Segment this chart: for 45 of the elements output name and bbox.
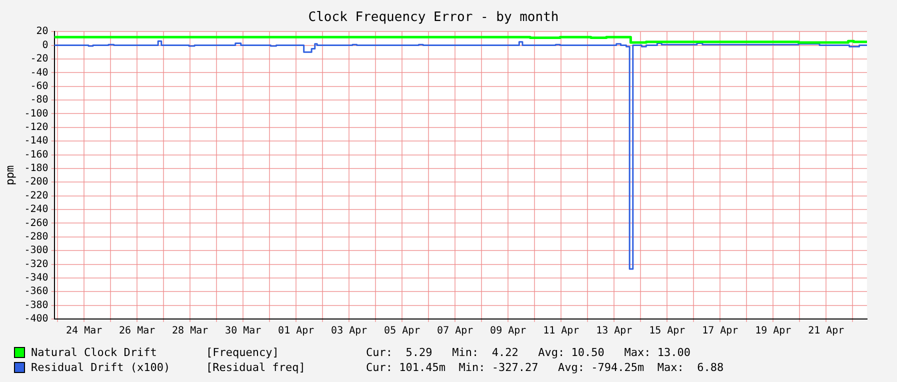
y-tick-label: -40 <box>30 67 48 78</box>
x-tick-label: 19 Apr <box>755 326 792 337</box>
legend-label: Residual Drift (x100) <box>31 360 172 375</box>
y-tick-label: -340 <box>24 272 48 284</box>
x-tick-label: 26 Mar <box>119 326 156 337</box>
y-tick-label: -140 <box>24 136 48 147</box>
y-tick-label: -80 <box>30 94 48 106</box>
y-tick-label: -220 <box>24 190 48 202</box>
y-tick-label: -380 <box>24 300 48 311</box>
x-tick-label: 15 Apr <box>649 326 686 337</box>
y-tick-label: 20 <box>36 26 48 38</box>
y-tick-label: -280 <box>24 231 48 242</box>
chart-title: Clock Frequency Error - by month <box>308 10 559 26</box>
y-tick-label: -20 <box>30 54 48 65</box>
x-tick-label: 03 Apr <box>331 326 368 337</box>
y-tick-label: -100 <box>24 108 48 120</box>
text: [Residual freq] <box>206 360 306 375</box>
x-tick-label: 09 Apr <box>490 326 526 337</box>
y-axis-title: ppm <box>3 164 16 186</box>
y-tick-label: -180 <box>24 163 48 174</box>
y-tick-label: -120 <box>24 122 48 133</box>
text: [Frequency] <box>206 345 280 360</box>
y-tick-label: -360 <box>24 286 48 298</box>
x-tick-label: 11 Apr <box>543 326 580 337</box>
x-tick-label: 28 Mar <box>172 326 208 337</box>
x-tick-label: 07 Apr <box>437 326 474 337</box>
y-tick-label: 0 <box>42 40 48 51</box>
x-tick-label: 01 Apr <box>278 326 314 337</box>
y-tick-label: -320 <box>24 258 48 270</box>
legend-label: Natural Clock Drift <box>31 345 158 360</box>
x-tick-label: 17 Apr <box>702 326 738 337</box>
y-tick-label: -260 <box>24 218 48 229</box>
x-tick-label: 30 Mar <box>225 326 262 337</box>
text: Cur: 101.45m Min: -327.27 Avg: -794.25m Max: 6.88 <box>366 360 724 375</box>
text: Cur: 5.29 Min: 4.22 Avg: 10.50 Max: 13.00 <box>366 345 691 360</box>
y-tick-label: -400 <box>24 314 48 325</box>
y-tick-label: -300 <box>24 245 48 256</box>
y-tick-label: -60 <box>30 80 48 92</box>
x-tick-label: 13 Apr <box>596 326 632 337</box>
y-tick-label: -160 <box>24 149 48 160</box>
y-tick-label: -200 <box>24 176 48 188</box>
x-tick-label: 21 Apr <box>808 326 844 337</box>
x-tick-label: 24 Mar <box>66 326 102 337</box>
x-tick-label: 05 Apr <box>384 326 420 337</box>
y-tick-label: -240 <box>24 204 48 216</box>
